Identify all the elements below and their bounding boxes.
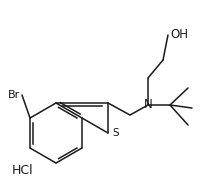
Text: S: S bbox=[112, 128, 119, 138]
Text: Br: Br bbox=[8, 90, 20, 100]
Text: HCl: HCl bbox=[12, 164, 34, 177]
Text: N: N bbox=[144, 99, 152, 111]
Text: OH: OH bbox=[170, 29, 188, 42]
